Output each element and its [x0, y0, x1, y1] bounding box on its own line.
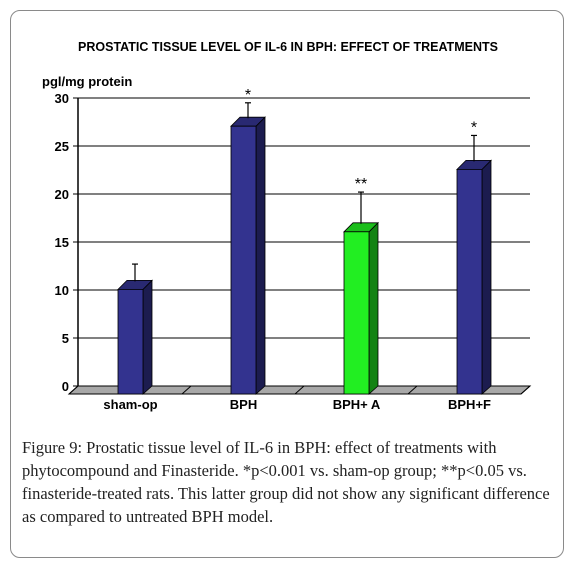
x-tick-label: sham-op	[103, 397, 157, 412]
x-tick-label: BPH+ A	[333, 397, 381, 412]
floor-divider	[520, 385, 531, 395]
bar-1	[230, 125, 257, 395]
x-tick-label: BPH	[230, 397, 257, 412]
y-tick-label: 5	[62, 331, 69, 346]
chart-title: PROSTATIC TISSUE LEVEL OF IL-6 IN BPH: E…	[78, 40, 498, 54]
bar-chart: 0 5 10 15 20 25 30 sham-op * BPH ** BPH+ A * BPH+F	[55, 87, 532, 412]
y-tick-label: 0	[62, 379, 69, 394]
x-tick-label: BPH+F	[448, 397, 491, 412]
caption-label: Figure 9:	[22, 438, 83, 457]
figure-caption: Figure 9: Prostatic tissue level of IL-6…	[22, 436, 560, 528]
bar-side-0	[142, 279, 153, 395]
caption-text: Prostatic tissue level of IL-6 in BPH: e…	[22, 438, 550, 526]
bar-side-3	[481, 159, 492, 395]
significance-marker: **	[355, 176, 367, 193]
y-tick-label: 25	[55, 139, 69, 154]
y-axis-label: pgl/mg protein	[42, 74, 133, 89]
bar-0	[117, 288, 144, 395]
y-tick-label: 15	[55, 235, 69, 250]
floor-divider	[294, 385, 305, 395]
y-tick-label: 20	[55, 187, 69, 202]
y-tick-label: 30	[55, 91, 69, 106]
significance-marker: *	[245, 87, 251, 104]
bar-2	[343, 231, 370, 395]
bar-side-2	[368, 221, 379, 395]
floor-divider	[68, 385, 79, 395]
bar-3	[456, 168, 483, 395]
bar-side-1	[255, 116, 266, 395]
floor-divider	[407, 385, 418, 395]
significance-marker: *	[471, 119, 477, 136]
floor-divider	[181, 385, 192, 395]
y-tick-label: 10	[55, 283, 69, 298]
